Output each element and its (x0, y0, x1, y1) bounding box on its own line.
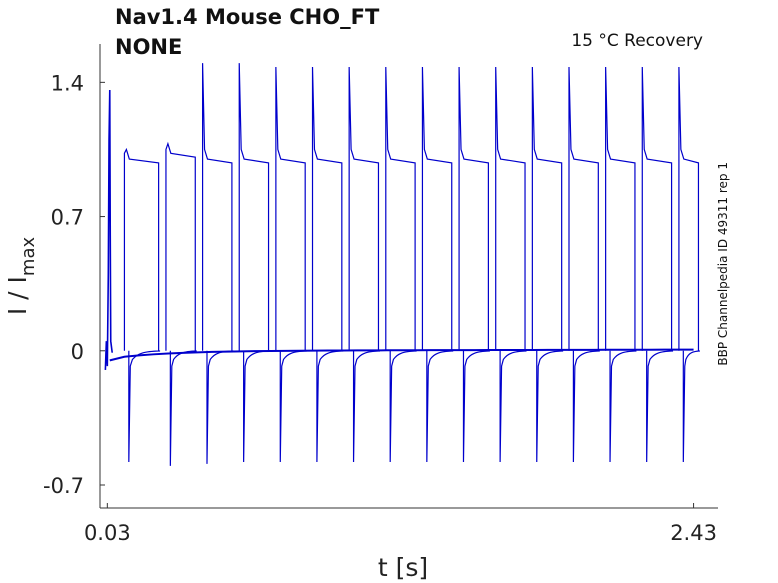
chart-title-line2: NONE (115, 35, 183, 59)
series-test-pulse (385, 66, 416, 351)
y-axis-label: I / Imax (3, 237, 39, 316)
series-recovery-transient (316, 350, 344, 462)
series-test-pulse (678, 66, 700, 351)
series-recovery-transient (426, 350, 454, 462)
y-tick-label: 1.4 (51, 71, 84, 95)
series-test-pulse (201, 63, 233, 351)
series-test-pulse (421, 66, 453, 351)
condition-label: 15 °C Recovery (571, 31, 703, 51)
x-tick-label: 0.03 (84, 521, 131, 545)
series-recovery-transient (128, 350, 161, 462)
series-recovery-transient (243, 350, 271, 462)
series-recovery-transient (572, 350, 600, 462)
series-test-pulse (605, 66, 636, 351)
series-initial-spike (104, 90, 114, 370)
series-recovery-transient (279, 350, 307, 462)
y-tick-label: -0.7 (43, 474, 84, 498)
series-test-pulse (531, 66, 563, 351)
y-tick-label: 0.7 (51, 206, 84, 230)
data-traces (104, 63, 700, 466)
series-recovery-transient (206, 350, 234, 464)
series-test-pulse (275, 66, 306, 351)
x-tick-label: 2.43 (670, 521, 717, 545)
series-recovery-transient (646, 350, 674, 462)
series-recovery-transient (462, 350, 490, 462)
series-recovery-transient (499, 350, 527, 462)
series-recovery-transient (536, 350, 564, 462)
series-recovery-transient (609, 350, 637, 462)
series-test-pulse (311, 66, 343, 351)
series-recovery-transient (169, 350, 197, 466)
chart-title-line1: Nav1.4 Mouse CHO_FT (115, 5, 380, 29)
y-axis-label-main: I / I (3, 276, 32, 315)
series-test-pulse (165, 141, 196, 351)
series-recovery-transient (389, 350, 417, 462)
series-recovery-transient (682, 350, 700, 462)
series-test-pulse (238, 63, 270, 351)
series-test-pulse (348, 66, 380, 351)
axes (99, 44, 718, 509)
series-baseline (109, 348, 694, 362)
x-axis-label: t [s] (378, 553, 428, 582)
y-tick-label: 0 (71, 340, 84, 364)
series-test-pulse (123, 147, 160, 351)
series-test-pulse (495, 66, 526, 351)
series-test-pulse (458, 66, 489, 351)
y-axis-label-sub: max (18, 237, 39, 277)
series-test-pulse (568, 66, 599, 351)
series-recovery-transient (352, 350, 380, 462)
series-test-pulse (641, 66, 673, 351)
